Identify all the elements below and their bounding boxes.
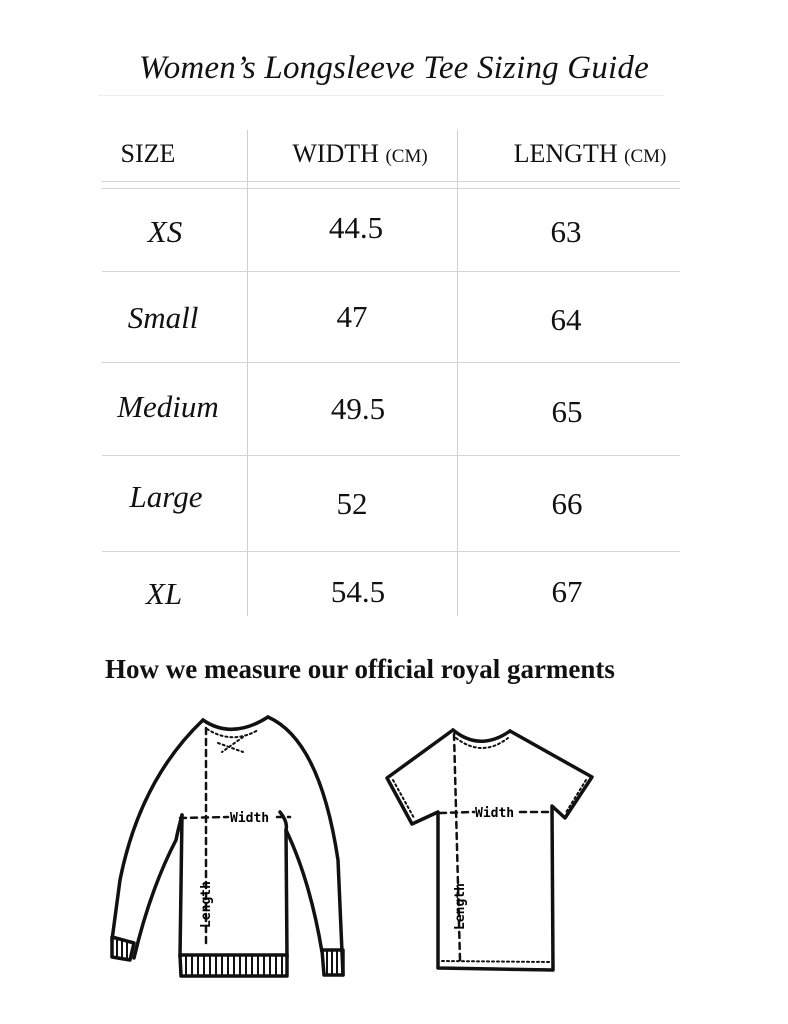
row-size: XS [147,214,183,249]
header-size: SIZE [120,139,176,168]
longsleeve-illustration [110,715,345,978]
row-size: Small [127,300,199,335]
row-width: 49.5 [330,391,386,426]
row-width: 54.5 [330,574,386,609]
row-size: XL [145,576,183,611]
column-divider [247,130,248,616]
row-size: Medium [117,389,219,424]
row-divider [102,271,680,272]
row-divider [102,551,680,552]
width-label: Width [475,806,514,821]
header-divider [102,188,680,189]
row-divider [102,455,680,456]
measure-heading: How we measure our official royal garmen… [105,654,615,684]
width-label: Width [230,811,269,826]
row-length: 65 [551,394,583,429]
page-title: Women’s Longsleeve Tee Sizing Guide [139,50,649,86]
length-label: Length [199,881,214,928]
row-divider [102,362,680,363]
row-width: 44.5 [328,210,384,245]
header-width: WIDTH (CM) [292,139,428,168]
row-length: 66 [551,486,583,521]
column-divider [457,130,458,616]
row-length: 64 [550,302,582,337]
title-divider [98,95,664,96]
row-length: 63 [550,214,582,249]
header-divider [102,181,680,182]
row-size: Large [129,479,203,514]
header-length: LENGTH (CM) [513,139,667,168]
row-width: 47 [336,299,368,334]
row-width: 52 [336,486,368,521]
length-label: Length [453,883,468,930]
tshirt-illustration [385,728,594,972]
row-length: 67 [551,574,583,609]
